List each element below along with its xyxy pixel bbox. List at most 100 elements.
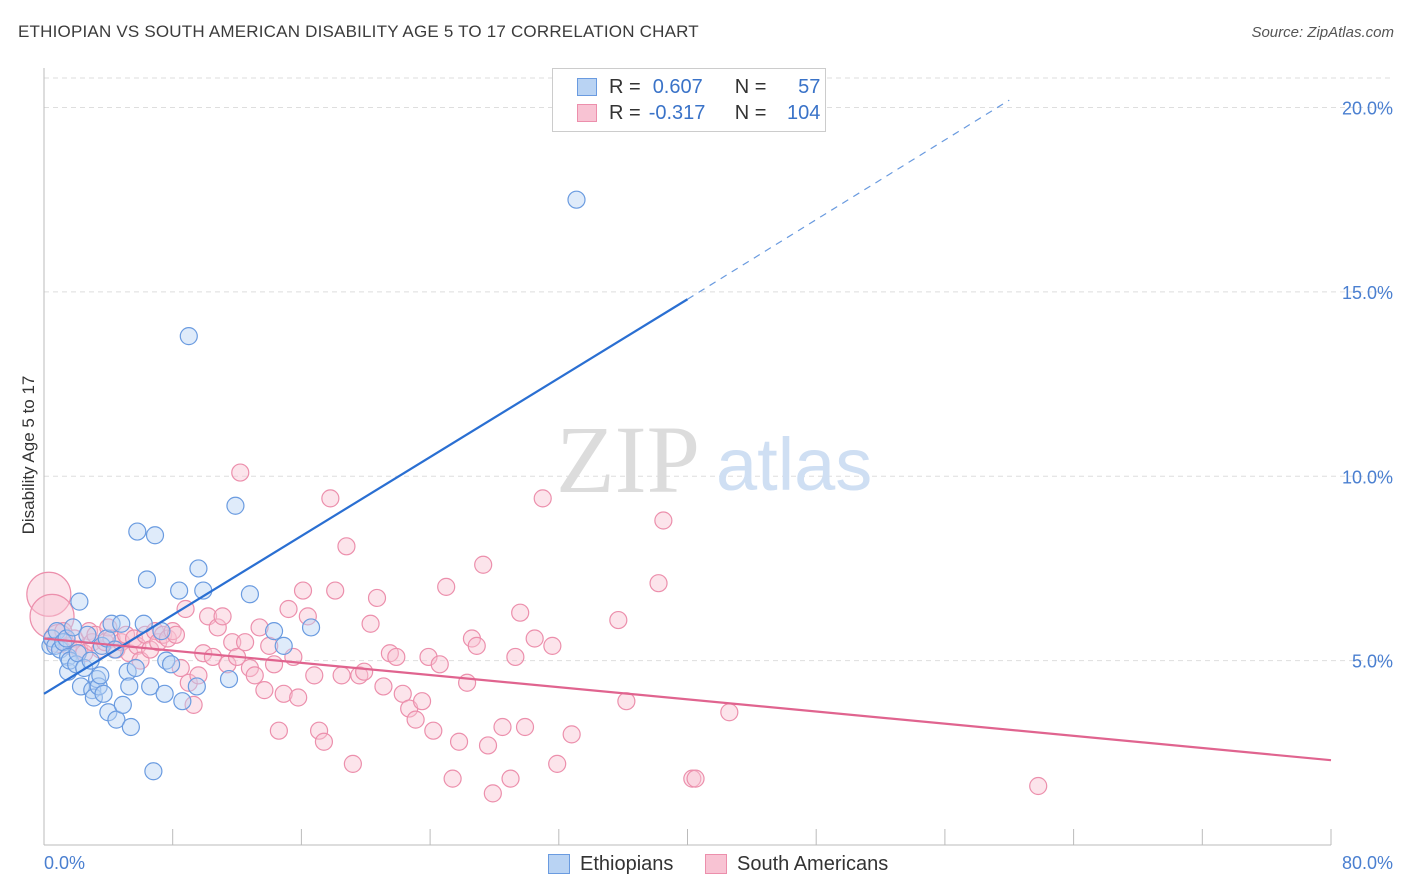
south-american-point — [458, 673, 477, 692]
south-american-point — [231, 463, 250, 482]
ethiopians-trend-extension — [687, 99, 1010, 300]
ethiopians-swatch — [577, 78, 597, 96]
ethiopian-point — [94, 684, 113, 703]
south-american-point — [686, 769, 705, 788]
south-american-point — [533, 489, 552, 508]
south-american-point — [437, 577, 456, 596]
south-american-point — [223, 633, 242, 652]
south-american-point — [483, 784, 502, 803]
legend-row-south-americans: R = -0.317 N = 104 — [577, 100, 820, 126]
ethiopian-point — [71, 677, 91, 696]
bottom-legend-south-americans: South Americans — [705, 851, 888, 877]
ethiopian-point — [91, 666, 110, 685]
x-tick-label: 0.0% — [44, 853, 85, 873]
south-american-point — [443, 769, 462, 788]
south-american-point — [406, 710, 425, 729]
south-american-point — [430, 655, 449, 674]
south-american-point — [269, 721, 288, 740]
south-american-point — [478, 736, 498, 755]
south-american-point — [511, 603, 530, 622]
south-american-point — [289, 688, 308, 707]
ethiopian-point — [112, 614, 131, 633]
south-american-point — [649, 574, 668, 593]
r-value-south-americans: -0.317 — [648, 101, 706, 124]
y-tick-label: 20.0% — [1342, 99, 1393, 119]
grid-lines — [44, 77, 1394, 662]
south-american-point — [274, 684, 293, 703]
south-american-point — [374, 677, 393, 696]
south-american-point — [298, 607, 317, 626]
south-americans-legend-label: South Americans — [737, 852, 889, 875]
ethiopian-point — [264, 622, 284, 641]
ethiopian-point — [70, 592, 89, 611]
south-american-point — [250, 618, 269, 637]
ethiopian-point — [170, 581, 189, 600]
south-american-point — [361, 614, 380, 633]
n-value-ethiopians: 57 — [798, 75, 821, 98]
ethiopian-point — [57, 629, 76, 648]
ethiopian-point — [141, 677, 160, 696]
south-american-point — [617, 692, 636, 711]
y-tick-label: 15.0% — [1342, 283, 1393, 303]
watermark-atlas: atlas — [716, 423, 872, 506]
ethiopian-point — [161, 655, 181, 674]
south-american-point — [321, 489, 340, 508]
ethiopian-point — [126, 658, 145, 678]
ethiopian-point — [219, 669, 239, 689]
ethiopian-point — [567, 190, 586, 209]
south-american-point — [343, 754, 362, 773]
south-american-point — [264, 655, 284, 674]
r-label: R = — [609, 75, 641, 98]
source-credit: Source: ZipAtlas.com — [1251, 24, 1394, 41]
ethiopian-point — [179, 327, 198, 346]
south-american-point — [235, 633, 255, 652]
chart-title: ETHIOPIAN VS SOUTH AMERICAN DISABILITY A… — [18, 22, 699, 41]
south-americans-swatch — [577, 104, 597, 122]
ethiopian-point — [240, 585, 260, 604]
ethiopian-point — [137, 570, 157, 589]
ethiopians-trend-line — [43, 298, 689, 695]
legend-row-ethiopians: R = 0.607 N = 57 — [577, 74, 820, 100]
south-american-point — [548, 754, 567, 773]
n-label: N = — [734, 75, 767, 98]
ethiopian-point — [128, 522, 147, 541]
south-american-point — [213, 607, 232, 626]
south-american-point — [314, 732, 334, 751]
south-american-point — [208, 618, 227, 637]
south-american-point — [166, 625, 186, 644]
ethiopian-point — [84, 688, 103, 707]
south-american-point — [203, 647, 223, 667]
x-tick-label: 80.0% — [1342, 853, 1393, 873]
ethiopian-point — [145, 526, 165, 545]
bottom-legend-ethiopians: Ethiopians — [548, 851, 673, 877]
south-american-point — [309, 721, 329, 740]
ethiopian-points — [41, 190, 586, 781]
south-american-point — [543, 636, 562, 655]
y-axis-label: Disability Age 5 to 17 — [19, 376, 38, 535]
ethiopian-point — [187, 677, 206, 696]
ethiopians-legend-label: Ethiopians — [580, 852, 674, 875]
south-american-point — [305, 666, 324, 685]
trend-lines — [43, 99, 1332, 762]
south-american-point — [609, 610, 628, 630]
ethiopian-point — [189, 559, 208, 578]
ethiopian-point — [63, 618, 83, 637]
south-american-point — [245, 666, 264, 685]
ethiopian-point — [173, 692, 192, 711]
tick-labels: 5.0% 10.0% 15.0% 20.0% 0.0% 80.0% — [44, 99, 1393, 874]
south-american-point — [449, 732, 469, 751]
n-value-south-americans: 104 — [787, 101, 821, 124]
south-americans-trend-line — [43, 637, 1332, 762]
ethiopian-point — [120, 677, 139, 696]
y-tick-label: 5.0% — [1352, 652, 1393, 672]
ethiopians-legend-swatch — [548, 854, 570, 874]
south-american-point — [279, 599, 298, 619]
south-american-point — [720, 703, 739, 722]
r-value-ethiopians: 0.607 — [652, 75, 703, 98]
ethiopian-point — [301, 618, 321, 637]
south-american-point — [506, 647, 525, 667]
south-american-point — [525, 629, 544, 648]
south-american-point — [493, 717, 512, 737]
south-american-point — [1029, 776, 1048, 796]
